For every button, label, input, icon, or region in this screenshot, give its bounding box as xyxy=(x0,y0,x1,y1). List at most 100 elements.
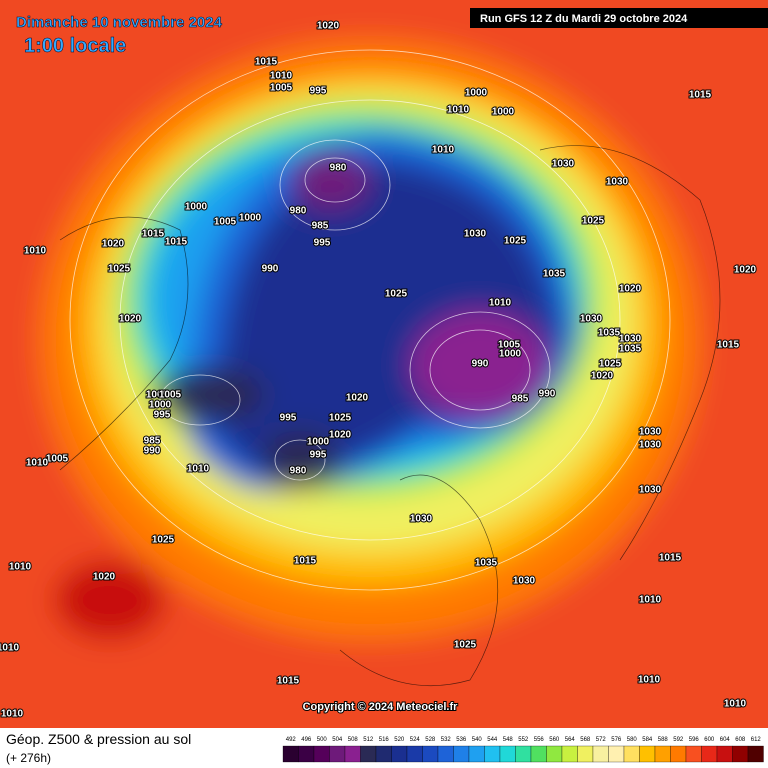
isobar-label: 1015 xyxy=(165,237,188,248)
scale-swatch xyxy=(608,745,625,763)
scale-label: 500 xyxy=(317,737,328,743)
isobar-label: 1025 xyxy=(582,216,605,227)
isobar-label: 1010 xyxy=(639,595,662,606)
isobar-label: 1015 xyxy=(659,553,682,564)
isobar-label: 985 xyxy=(512,394,529,405)
isobar-label: 1035 xyxy=(598,328,621,339)
scale-label: 504 xyxy=(332,737,343,743)
scale-label: 528 xyxy=(425,737,436,743)
isobar-label: 1010 xyxy=(638,675,661,686)
isobar-label: 1030 xyxy=(639,440,662,451)
isobar-label: 1000 xyxy=(239,213,262,224)
scale-label: 596 xyxy=(689,737,700,743)
scale-label: 516 xyxy=(379,737,390,743)
isobar-label: 1030 xyxy=(619,334,642,345)
isobar-label: 1020 xyxy=(734,265,757,276)
scale-label: 612 xyxy=(751,737,762,743)
scale-swatch xyxy=(360,745,377,763)
isobar-label: 1015 xyxy=(717,340,740,351)
scale-label: 580 xyxy=(627,737,638,743)
isobar-label: 1010 xyxy=(724,699,747,710)
scale-swatch xyxy=(546,745,563,763)
scale-label: 532 xyxy=(441,737,452,743)
isobar-label: 1010 xyxy=(489,298,512,309)
scale-label: 560 xyxy=(549,737,560,743)
scale-swatch xyxy=(406,745,423,763)
isobar-label: 1005 xyxy=(270,83,293,94)
isobar-label: 1020 xyxy=(346,393,369,404)
scale-swatch xyxy=(282,745,299,763)
isobar-label: 1030 xyxy=(552,159,575,170)
isobar-label: 1005 xyxy=(146,390,169,401)
isobar-label: 1025 xyxy=(152,535,175,546)
isobar-label: 1000 xyxy=(307,437,330,448)
scale-swatch xyxy=(437,745,454,763)
isobar-label: 980 xyxy=(330,163,347,174)
scale-swatch xyxy=(685,745,702,763)
isobar-label: 990 xyxy=(472,359,489,370)
isobar-label: 1010 xyxy=(24,246,47,257)
isobar-label: 1010 xyxy=(26,458,49,469)
scale-swatch xyxy=(654,745,671,763)
scale-label: 600 xyxy=(704,737,715,743)
isobar-label: 985 xyxy=(144,436,161,447)
scale-swatch xyxy=(375,745,392,763)
isobar-label: 1000 xyxy=(149,400,172,411)
isobar-label: 1005 xyxy=(46,454,69,465)
run-banner xyxy=(470,8,768,28)
isobar-label: 1015 xyxy=(689,90,712,101)
isobar-lines xyxy=(69,49,671,591)
isobar-label: 995 xyxy=(310,450,327,461)
isobar-label: 1025 xyxy=(599,359,622,370)
isobar-label: 1020 xyxy=(317,21,340,32)
isobar-label: 1025 xyxy=(504,236,527,247)
isobar-label: 1005 xyxy=(498,340,521,351)
isobar-label: 995 xyxy=(154,410,171,421)
scale-label: 548 xyxy=(503,737,514,743)
scale-swatch xyxy=(329,745,346,763)
scale-swatch xyxy=(670,745,687,763)
scale-swatch xyxy=(499,745,516,763)
scale-swatch xyxy=(747,745,764,763)
isobar-label: 1010 xyxy=(1,709,24,720)
isobar-label: 1025 xyxy=(108,264,131,275)
isobar-label: 995 xyxy=(280,413,297,424)
scale-swatch xyxy=(453,745,470,763)
isobar-label: 1015 xyxy=(142,229,165,240)
isobar-label: 1010 xyxy=(0,643,20,654)
isobar-label: 1020 xyxy=(329,430,352,441)
scale-label: 604 xyxy=(720,737,731,743)
copyright: Copyright © 2024 Meteociel.fr xyxy=(303,701,459,713)
scale-label: 536 xyxy=(456,737,467,743)
isobar-label: 1010 xyxy=(9,562,32,573)
scale-label: 524 xyxy=(410,737,421,743)
isobar-label: 1035 xyxy=(619,344,642,355)
scale-swatch xyxy=(639,745,656,763)
lead-time: (+ 276h) xyxy=(6,751,51,765)
isobar-label: 1025 xyxy=(454,640,477,651)
scale-swatch xyxy=(561,745,578,763)
scale-swatch xyxy=(716,745,733,763)
scale-label: 556 xyxy=(534,737,545,743)
scale-label: 576 xyxy=(611,737,622,743)
scale-label: 540 xyxy=(472,737,483,743)
isobar-label: 980 xyxy=(290,206,307,217)
isobar-label: 1035 xyxy=(543,269,566,280)
color-scale: 492 496 500 504 508 512 516 520 524 528 532 536 540 5… xyxy=(282,737,764,763)
scale-swatch xyxy=(468,745,485,763)
scale-label: 592 xyxy=(673,737,684,743)
isobar-label: 1015 xyxy=(277,676,300,687)
isobar-label: 1000 xyxy=(499,349,522,360)
scale-swatch xyxy=(484,745,501,763)
isobar-label: 1030 xyxy=(513,576,536,587)
isobar-label: 1015 xyxy=(294,556,317,567)
isobar-label: 985 xyxy=(312,221,329,232)
scale-label: 508 xyxy=(348,737,359,743)
isobar-label: 1010 xyxy=(187,464,210,475)
isobar-label: 1000 xyxy=(465,88,488,99)
date: Dimanche 10 novembre 2024 xyxy=(16,14,223,31)
isobar-label: 1000 xyxy=(492,107,515,118)
isobar-label: 1010 xyxy=(432,145,455,156)
isobar-label: 1020 xyxy=(102,239,125,250)
